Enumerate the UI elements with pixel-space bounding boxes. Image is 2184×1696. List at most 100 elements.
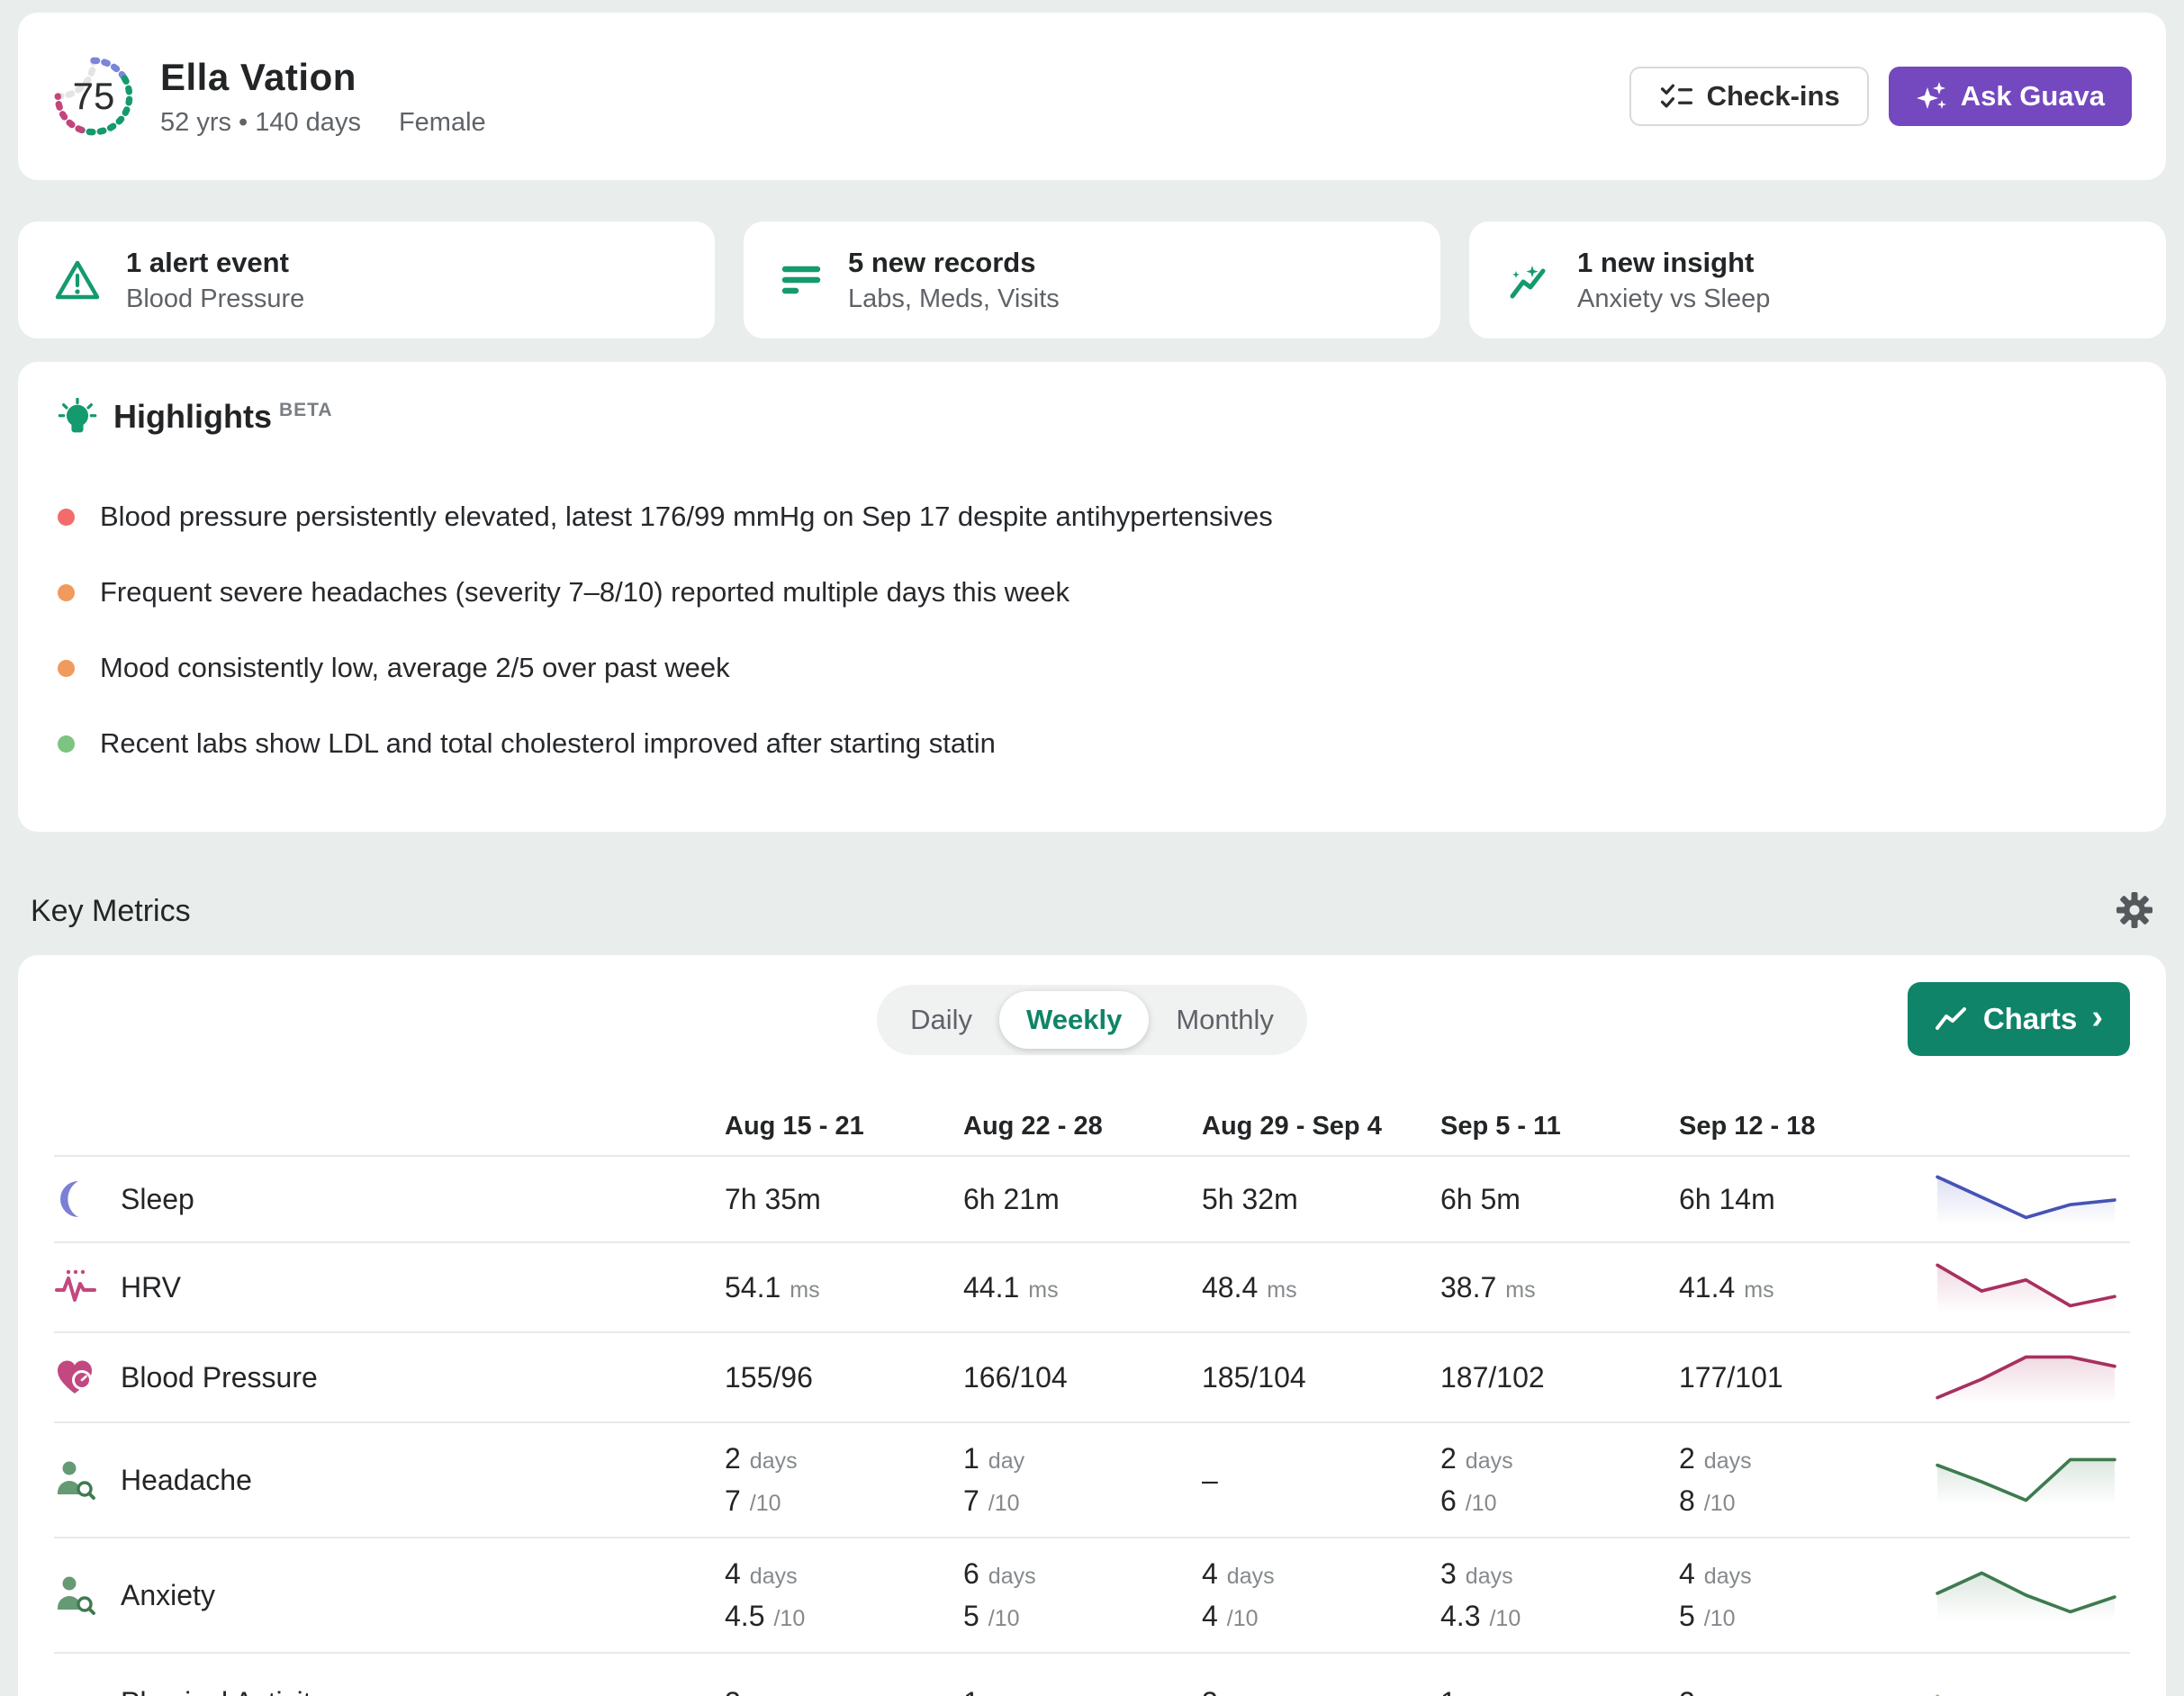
period-tab-weekly[interactable]: Weekly [999,991,1150,1049]
metric-unit: /10 [1226,1606,1259,1631]
metrics-table: Aug 15 - 21 Aug 22 - 28 Aug 29 - Sep 4 Sep … [54,1097,2130,1696]
sparkline-sleep [1918,1169,2130,1229]
metric-row-physical-activity[interactable]: Physical Activity# days, Total duration3… [54,1652,2130,1696]
metric-name: HRV [121,1270,181,1304]
metric-unit: days [1703,1448,1752,1474]
new-insight-card[interactable]: 1 new insight Anxiety vs Sleep [1469,221,2166,338]
sparkline-physical-activity [1918,1691,2130,1696]
sparkline-blood-pressure [1918,1348,2130,1407]
metric-value-cell: 2days1h 14m [1679,1686,1918,1696]
metric-value: 7 [725,1484,741,1517]
alert-event-subtitle: Blood Pressure [126,284,305,313]
metric-row-headache[interactable]: Headache 2 days 7/10 1 day 7/10 – 2 days 6/10 2 days… [54,1421,2130,1537]
new-records-card[interactable]: 5 new records Labs, Meds, Visits [744,221,1440,338]
metric-unit: days [1226,1564,1275,1589]
sparkline-headache [1918,1450,2130,1510]
metric-value: – [1202,1463,1218,1496]
alert-event-title: 1 alert event [126,246,289,278]
health-score-ring[interactable]: 75 [52,55,135,138]
metric-value: 3 [725,1686,741,1696]
week-column-header: Sep 12 - 18 [1679,1111,1816,1141]
highlight-text: Mood consistently low, average 2/5 over … [100,652,730,683]
metric-value: 6h 21m [963,1182,1060,1215]
metric-unit: day [1466,1692,1502,1696]
metric-unit: ms [1505,1277,1536,1303]
metric-value-cell: 54.1 ms [725,1271,963,1304]
metric-value: 7 [963,1484,979,1517]
metric-value: 177/101 [1679,1360,1783,1394]
ask-guava-button[interactable]: Ask Guava [1888,67,2132,126]
lightbulb-icon [58,398,97,433]
metric-value: 6h 14m [1679,1182,1775,1215]
settings-button[interactable] [2116,891,2153,932]
summary-cards: 1 alert event Blood Pressure 5 new recor… [18,221,2166,338]
metric-value: 5 [963,1600,979,1632]
metric-value: 44.1 [963,1270,1020,1304]
metric-value-cell: 6h 14m [1679,1183,1918,1216]
metric-value-cell: 1day25m [963,1686,1202,1696]
metric-value: 2 [725,1442,741,1475]
metric-unit: day [988,1692,1024,1696]
metric-value: 155/96 [725,1360,813,1394]
ask-guava-label: Ask Guava [1960,80,2105,112]
metric-value-cell: 177/101 [1679,1361,1918,1394]
records-list-icon [781,266,821,294]
metric-unit: days [1465,1448,1513,1474]
metric-value: 8 [1679,1484,1695,1517]
metric-name: Sleep [121,1182,194,1215]
metric-value-cell: – [1202,1464,1440,1497]
trend-line-icon [1935,1007,1966,1030]
metric-unit: /10 [1465,1491,1497,1516]
metric-unit: /10 [1489,1606,1521,1631]
metric-value: 166/104 [963,1360,1068,1394]
heartbeat-icon [54,1268,97,1306]
highlight-text: Recent labs show LDL and total cholester… [100,727,996,759]
metric-value-cell: 155/96 [725,1361,963,1394]
metric-value-cell: 1 day 7/10 [963,1442,1202,1518]
metric-unit: days [1704,1692,1752,1696]
metric-value: 4 [1202,1557,1218,1590]
check-ins-button[interactable]: Check-ins [1629,67,1869,126]
metric-value-cell: 187/102 [1440,1361,1679,1394]
metric-unit: day [988,1448,1025,1474]
beta-badge: BETA [278,400,333,420]
charts-label: Charts [1982,1002,2078,1035]
metric-unit: days [749,1564,798,1589]
key-metrics-title: Key Metrics [31,894,191,928]
key-metrics-card: Daily Weekly Monthly Charts › Aug 15 - 21 A… [18,955,2166,1696]
patient-age: 52 yrs • 140 days [160,107,361,137]
metric-unit: ms [790,1277,820,1303]
new-records-subtitle: Labs, Meds, Visits [848,284,1060,313]
gear-icon [2116,892,2152,928]
metric-unit: /10 [988,1491,1020,1516]
sparkline-hrv [1918,1258,2130,1317]
metric-value-cell: 2 days 7/10 [725,1442,963,1518]
charts-button[interactable]: Charts › [1907,982,2130,1056]
metric-value: 4 [725,1557,741,1590]
metric-unit: /10 [773,1606,806,1631]
metric-value: 4 [1202,1600,1218,1632]
metric-value: 41.4 [1679,1270,1736,1304]
metric-value: 48.4 [1202,1270,1259,1304]
highlight-item: Recent labs show LDL and total cholester… [58,706,2126,781]
metric-value: 187/102 [1440,1360,1545,1394]
patient-name: Ella Vation [160,55,356,98]
metric-row-blood-pressure[interactable]: Blood Pressure 155/96 166/104 185/104 187/10… [54,1331,2130,1421]
period-tab-daily[interactable]: Daily [910,1004,973,1035]
metric-value-cell: 41.4 ms [1679,1271,1918,1304]
metric-value: 6 [963,1557,979,1590]
highlights-section: Highlights BETA Blood pressure persistent… [18,362,2166,832]
metric-value: 5h 32m [1202,1182,1298,1215]
metric-row-sleep[interactable]: Sleep 7h 35m 6h 21m 5h 32m 6h 5m 6h 14m [54,1155,2130,1241]
new-insight-title: 1 new insight [1577,246,1755,278]
metric-row-anxiety[interactable]: Anxiety 4 days 4.5/10 6 days 5/10 4 days 4/10 3 day… [54,1537,2130,1652]
moon-icon [54,1179,97,1219]
metric-name: Headache [121,1463,252,1496]
metric-value: 2 [1679,1442,1695,1475]
period-tab-monthly[interactable]: Monthly [1176,1004,1274,1035]
alert-event-card[interactable]: 1 alert event Blood Pressure [18,221,715,338]
new-insight-subtitle: Anxiety vs Sleep [1577,284,1771,313]
metric-row-hrv[interactable]: HRV 54.1 ms 44.1 ms 48.4 ms 38.7 ms 41.4 ms [54,1241,2130,1331]
metric-name: Physical Activity [121,1686,360,1696]
highlight-bullet-dot [58,659,75,677]
